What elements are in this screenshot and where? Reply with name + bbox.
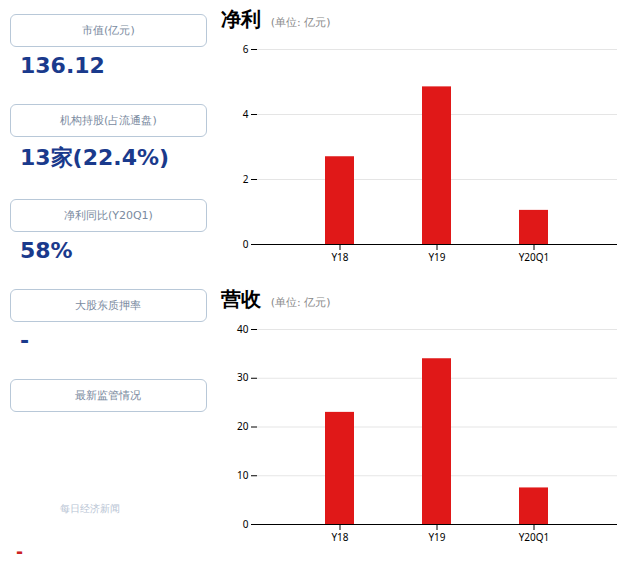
svg-text:Y20Q1: Y20Q1 (519, 530, 550, 544)
html-text:(单位: 亿元): (单位: 亿元) (270, 16, 331, 29)
svg-text:Y18: Y18 (331, 250, 348, 264)
svg-text:30: 30 (237, 370, 249, 384)
html-text:13家(22.4%): 13家(22.4%) (20, 145, 170, 170)
html-text:(单位: 亿元): (单位: 亿元) (270, 296, 331, 309)
html-text:营收: 营收 (220, 287, 261, 311)
html-text:机构持股(占流通盘): 机构持股(占流通盘) (60, 114, 157, 127)
svg-text:10: 10 (237, 468, 249, 482)
svg-text:2: 2 (243, 172, 249, 186)
html-text:最新监管情况: 最新监管情况 (75, 389, 142, 402)
svg-text:Y18: Y18 (331, 530, 348, 544)
html-text:58%: 58% (20, 238, 73, 263)
html-text:136.12: 136.12 (20, 53, 105, 78)
html-text:大股东质押率: 大股东质押率 (75, 299, 142, 312)
svg-text:0: 0 (243, 517, 249, 531)
svg-text:20: 20 (237, 419, 249, 433)
svg-text:40: 40 (237, 322, 249, 336)
svg-text:Y19: Y19 (428, 530, 445, 544)
html-text:净利同比(Y20Q1): 净利同比(Y20Q1) (63, 209, 153, 222)
svg-text:Y19: Y19 (428, 250, 445, 264)
html-text:市值(亿元): 市值(亿元) (82, 24, 135, 37)
svg-text:Y20Q1: Y20Q1 (519, 250, 550, 264)
svg-text:0: 0 (243, 237, 249, 251)
svg-text:4: 4 (243, 107, 249, 121)
svg-text:6: 6 (243, 42, 249, 56)
html-text:每日经济新闻: 每日经济新闻 (60, 503, 120, 514)
html-text:净利: 净利 (220, 7, 261, 31)
